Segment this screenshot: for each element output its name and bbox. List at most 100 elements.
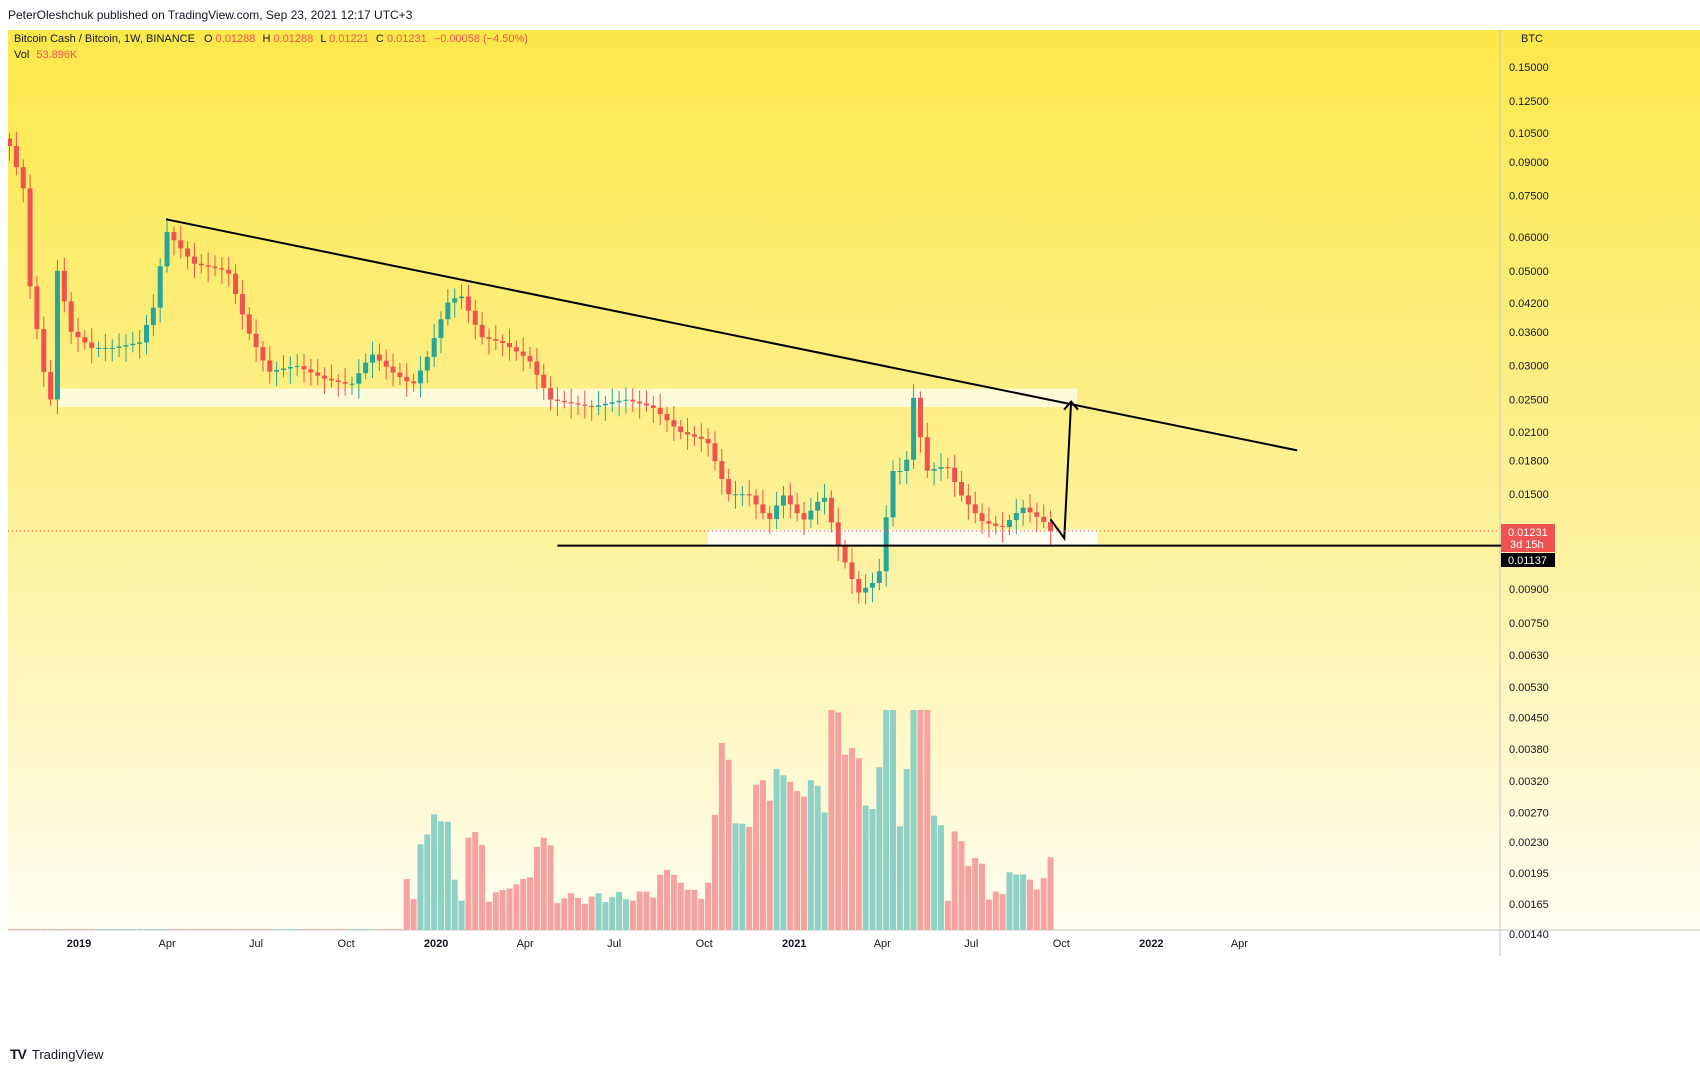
volume-bar bbox=[232, 929, 239, 930]
candle-body bbox=[68, 301, 74, 332]
volume-bar bbox=[896, 826, 903, 930]
time-axis-labels: 2019 Apr Jul Oct 2020 Apr Jul Oct 2021 Apr Jul Oct 2… bbox=[67, 938, 1249, 950]
volume-bar bbox=[1033, 889, 1040, 930]
legend-high-value: 0.01288 bbox=[273, 33, 313, 45]
candle-body bbox=[383, 360, 389, 367]
candle-body bbox=[267, 360, 273, 372]
price-tick-label: 0.12500 bbox=[1509, 96, 1549, 108]
candle-body bbox=[993, 523, 999, 526]
candle-body bbox=[815, 501, 821, 511]
candle-body bbox=[753, 495, 759, 505]
volume-bar bbox=[753, 784, 760, 930]
price-tick-label: 0.00140 bbox=[1509, 929, 1549, 941]
volume-bar bbox=[828, 710, 835, 930]
candle-body bbox=[301, 366, 307, 370]
time-axis-label: Apr bbox=[1231, 938, 1248, 950]
legend-close-label: C bbox=[376, 33, 384, 45]
candle-body bbox=[1013, 513, 1019, 521]
candlestick-chart[interactable]: 0.15000 0.12500 0.10500 0.09000 0.07500 0.060… bbox=[6, 30, 1700, 1040]
candle-body bbox=[698, 436, 704, 439]
candle-body bbox=[445, 302, 451, 320]
candle-body bbox=[356, 373, 362, 384]
volume-bar bbox=[431, 814, 438, 930]
volume-bar bbox=[759, 780, 766, 930]
price-axis-ticks: 0.15000 0.12500 0.10500 0.09000 0.07500 0.060… bbox=[1509, 62, 1549, 941]
candle-body bbox=[534, 361, 540, 375]
volume-bar bbox=[924, 710, 931, 930]
volume-bar bbox=[869, 809, 876, 930]
candle-body bbox=[315, 372, 321, 376]
volume-bar bbox=[513, 884, 520, 930]
volume-bar bbox=[835, 712, 842, 930]
volume-bar bbox=[157, 929, 164, 930]
volume-bar bbox=[595, 893, 602, 930]
price-tick-label: 0.00165 bbox=[1509, 899, 1549, 911]
price-tick-label: 0.00450 bbox=[1509, 713, 1549, 725]
volume-bar bbox=[855, 758, 862, 930]
candle-body bbox=[685, 432, 691, 435]
candle-body bbox=[130, 343, 136, 346]
candle-body bbox=[849, 562, 855, 579]
volume-bar bbox=[164, 929, 171, 930]
volume-bar bbox=[657, 874, 664, 930]
tradingview-logo-text: TradingView bbox=[31, 1046, 104, 1062]
candle-body bbox=[602, 403, 608, 406]
legend-open-value: 0.01288 bbox=[216, 33, 256, 45]
price-tick-label: 0.02100 bbox=[1509, 427, 1549, 439]
chart-area[interactable]: 0.15000 0.12500 0.10500 0.09000 0.07500 0.060… bbox=[6, 30, 1700, 1040]
volume-bar bbox=[122, 929, 129, 930]
time-axis-label: Oct bbox=[1053, 938, 1070, 950]
candle-body bbox=[643, 403, 649, 406]
volume-bar bbox=[301, 929, 308, 930]
time-axis-label: 2019 bbox=[67, 938, 91, 950]
price-tick-label: 0.02500 bbox=[1509, 394, 1549, 406]
tradingview-logo[interactable]: TV TradingView bbox=[10, 1046, 103, 1062]
price-tick-label: 0.06000 bbox=[1509, 232, 1549, 244]
candle-body bbox=[479, 324, 485, 338]
descending-trendline bbox=[165, 218, 1298, 452]
volume-bar bbox=[903, 768, 910, 930]
candle-body bbox=[472, 310, 478, 325]
candle-body bbox=[554, 399, 560, 401]
candle-body bbox=[164, 232, 170, 267]
legend-vol-label: Vol bbox=[14, 49, 29, 61]
price-tick-label: 0.00230 bbox=[1509, 837, 1549, 849]
candle-body bbox=[952, 467, 958, 482]
candles-layer bbox=[7, 131, 1054, 605]
chart-background bbox=[8, 30, 1500, 930]
volume-bar bbox=[800, 796, 807, 930]
volume-bar bbox=[821, 812, 828, 930]
candle-body bbox=[322, 375, 328, 379]
legend-low-value: 0.01221 bbox=[329, 33, 369, 45]
candle-body bbox=[157, 266, 163, 308]
candle-body bbox=[41, 329, 47, 372]
time-axis-label: 2021 bbox=[782, 938, 806, 950]
candle-body bbox=[513, 347, 519, 352]
volume-bar bbox=[1040, 878, 1047, 930]
candle-body bbox=[733, 494, 739, 496]
volume-bar bbox=[1013, 874, 1020, 930]
volume-bar bbox=[540, 837, 547, 930]
candle-body bbox=[883, 517, 889, 572]
legend-vol-value: 53.896K bbox=[36, 49, 78, 61]
volume-bar bbox=[643, 891, 650, 930]
volume-bar bbox=[417, 844, 424, 930]
volume-bar bbox=[1027, 879, 1034, 930]
candle-body bbox=[719, 461, 725, 479]
volume-bar bbox=[424, 834, 431, 930]
price-tick-label: 0.00630 bbox=[1509, 650, 1549, 662]
volume-bar bbox=[348, 929, 355, 930]
volume-bar bbox=[664, 869, 671, 930]
volume-bar bbox=[794, 791, 801, 930]
volume-bar bbox=[951, 831, 958, 930]
candle-body bbox=[650, 405, 656, 408]
volume-bar bbox=[705, 882, 712, 930]
volume-bar bbox=[362, 929, 369, 930]
volume-bar bbox=[27, 929, 34, 930]
candle-body bbox=[424, 356, 430, 371]
volume-bar bbox=[616, 892, 623, 930]
volume-bar bbox=[485, 901, 492, 930]
candle-body bbox=[102, 347, 108, 349]
price-tick-label: 0.01800 bbox=[1509, 455, 1549, 467]
volume-bar bbox=[780, 775, 787, 930]
